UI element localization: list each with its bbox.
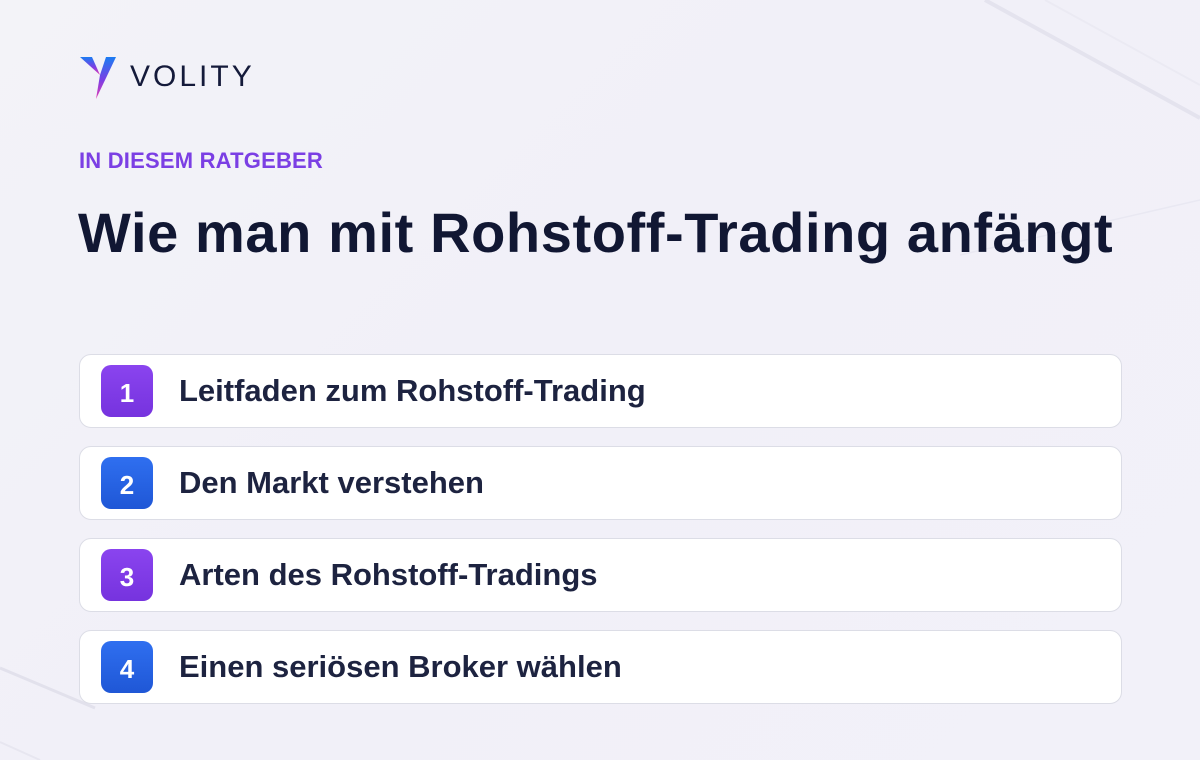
table-of-contents: 1 Leitfaden zum Rohstoff-Trading 2 Den M…: [79, 354, 1122, 722]
toc-item-label: Den Markt verstehen: [179, 465, 484, 500]
toc-number-badge: 4: [101, 641, 153, 693]
toc-number-badge: 2: [101, 457, 153, 509]
brand-name: VOLITY: [130, 60, 255, 93]
volity-logo-icon: [80, 57, 116, 99]
toc-number-badge: 1: [101, 365, 153, 417]
toc-item-label: Einen seriösen Broker wählen: [179, 649, 622, 684]
toc-item-4[interactable]: 4 Einen seriösen Broker wählen: [79, 630, 1122, 704]
brand-logo[interactable]: VOLITY: [78, 52, 255, 102]
section-eyebrow: IN DIESEM RATGEBER: [79, 148, 323, 173]
toc-number-badge: 3: [101, 549, 153, 601]
toc-item-1[interactable]: 1 Leitfaden zum Rohstoff-Trading: [79, 354, 1122, 428]
toc-item-3[interactable]: 3 Arten des Rohstoff-Tradings: [79, 538, 1122, 612]
toc-item-2[interactable]: 2 Den Markt verstehen: [79, 446, 1122, 520]
toc-item-label: Arten des Rohstoff-Tradings: [179, 557, 598, 592]
page-title: Wie man mit Rohstoff-Trading anfängt: [78, 201, 1114, 264]
toc-item-label: Leitfaden zum Rohstoff-Trading: [179, 373, 646, 408]
